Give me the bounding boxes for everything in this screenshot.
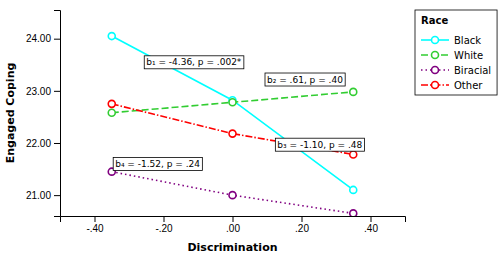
- legend: Race Black White Biracial Other: [415, 10, 497, 95]
- legend-swatch-marker: [432, 82, 439, 89]
- y-tick-label: 24.00: [26, 33, 51, 44]
- x-tick: -.20: [155, 216, 173, 234]
- x-tick-label: -.20: [155, 223, 173, 234]
- y-tick-mark: [54, 39, 60, 40]
- y-tick: 21.00: [26, 190, 60, 201]
- plot-area: -.40 -.20 .00 .20 .40 21.00 22.00 23.00 24.00 Dis…: [4, 11, 406, 255]
- y-tick: 23.00: [26, 86, 60, 97]
- legend-title: Race: [421, 15, 448, 26]
- y-tick-mark: [54, 195, 60, 196]
- legend-swatch-marker: [432, 52, 439, 59]
- point-marker: [108, 100, 115, 107]
- x-tick: .40: [364, 216, 378, 234]
- annotation-text: b₁ = -4.36, p = .002*: [146, 57, 242, 67]
- series-line: [112, 172, 354, 214]
- annotation: b₃ = -1.10, p = .48: [275, 138, 364, 151]
- point-marker: [108, 109, 115, 116]
- annotation: b₄ = -1.52, p = .24: [113, 157, 202, 170]
- x-tick-mark: [95, 216, 96, 222]
- y-tick: 24.00: [26, 33, 60, 44]
- x-tick: -.40: [86, 216, 104, 234]
- marks: [108, 33, 357, 216]
- series-line: [112, 36, 354, 190]
- annotation: b₂ = .61, p = .40: [265, 73, 345, 86]
- annotation-text: b₄ = -1.52, p = .24: [115, 159, 200, 169]
- legend-label: Other: [454, 80, 483, 91]
- x-tick-mark: [233, 216, 234, 222]
- x-tick-mark: [371, 216, 372, 222]
- annotation-box: [113, 157, 202, 170]
- legend-item: Other: [421, 80, 483, 91]
- y-tick: 22.00: [26, 138, 60, 149]
- point-marker: [350, 210, 357, 216]
- annotation-text: b₃ = -1.10, p = .48: [277, 140, 362, 150]
- x-tick: .20: [295, 216, 309, 234]
- x-tick-label: .40: [364, 223, 378, 234]
- legend-swatch-marker: [432, 67, 439, 74]
- x-axis: -.40 -.20 .00 .20 .40: [61, 216, 406, 234]
- x-tick-mark: [164, 216, 165, 222]
- point-marker: [108, 33, 115, 40]
- point-marker: [229, 99, 236, 106]
- x-tick-label: -.40: [86, 223, 104, 234]
- legend-swatch-marker: [432, 37, 439, 44]
- legend-label: Biracial: [454, 65, 491, 76]
- annotation-box: [265, 73, 345, 86]
- y-tick-mark: [54, 91, 60, 92]
- point-marker: [350, 151, 357, 158]
- x-tick: .00: [226, 216, 240, 234]
- y-tick-label: 22.00: [26, 138, 51, 149]
- annotations: b₁ = -4.36, p = .002* b₂ = .61, p = .40 b₃…: [113, 56, 364, 171]
- y-tick-label: 21.00: [26, 190, 51, 201]
- y-tick-mark: [54, 143, 60, 144]
- legend-item: Black: [421, 35, 481, 46]
- point-marker: [350, 88, 357, 95]
- y-axis: 21.00 22.00 23.00 24.00: [26, 11, 61, 217]
- chart: -.40 -.20 .00 .20 .40 21.00 22.00 23.00 24.00 Dis…: [0, 0, 500, 258]
- x-axis-title: Discrimination: [187, 241, 277, 254]
- series-line: [112, 92, 354, 113]
- point-marker: [350, 186, 357, 193]
- annotation-box: [144, 56, 244, 69]
- x-tick-label: .20: [295, 223, 309, 234]
- y-axis-line: [54, 11, 61, 217]
- point-marker: [229, 192, 236, 199]
- y-axis-title: Engaged Coping: [4, 63, 17, 164]
- legend-box: [415, 10, 497, 95]
- legend-item: Biracial: [421, 65, 491, 76]
- annotation: b₁ = -4.36, p = .002*: [144, 56, 244, 69]
- x-tick-label: .00: [226, 223, 240, 234]
- legend-item: White: [421, 50, 483, 61]
- x-axis-line: [61, 217, 406, 223]
- legend-label: Black: [454, 35, 481, 46]
- annotation-box: [275, 138, 364, 151]
- point-marker: [229, 130, 236, 137]
- legend-label: White: [454, 50, 483, 61]
- y-tick-label: 23.00: [26, 86, 51, 97]
- x-tick-mark: [302, 216, 303, 222]
- annotation-text: b₂ = .61, p = .40: [267, 75, 343, 85]
